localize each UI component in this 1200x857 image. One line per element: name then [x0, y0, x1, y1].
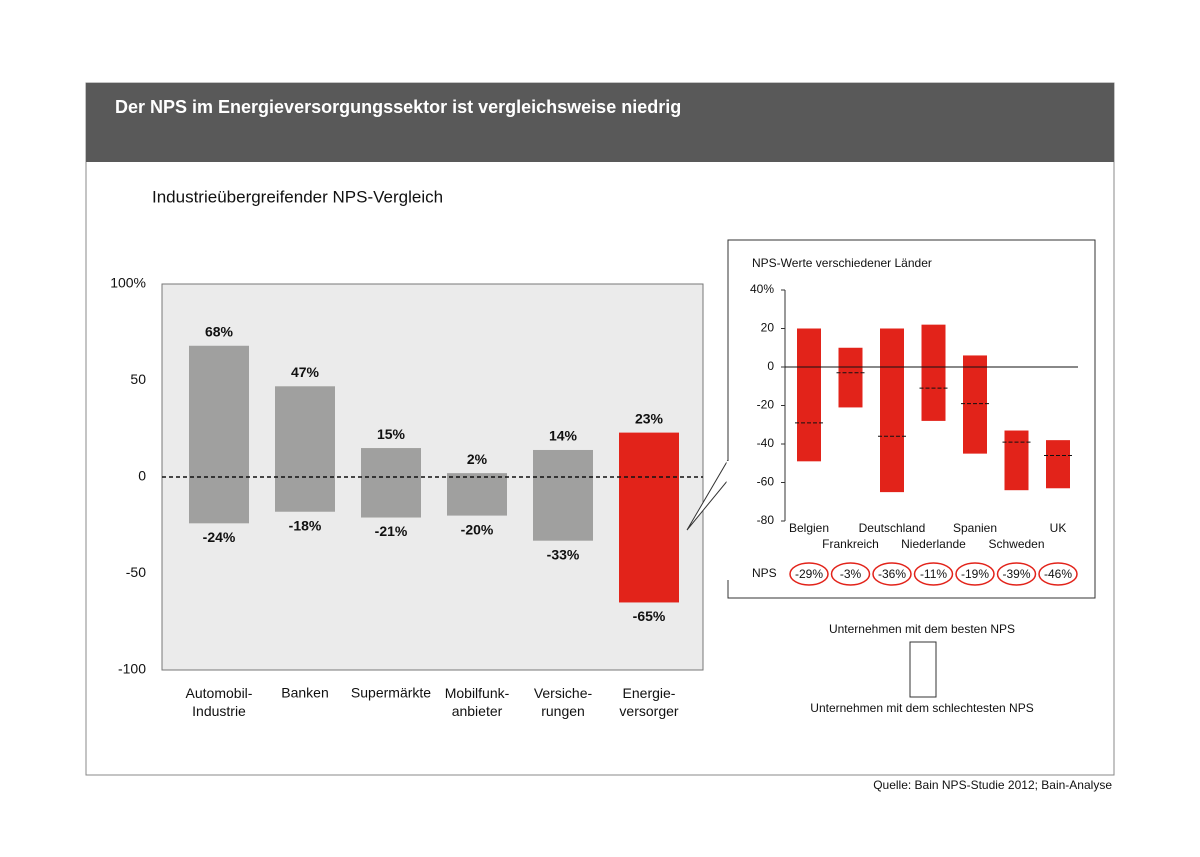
legend-worst: Unternehmen mit dem schlechtesten NPS: [810, 701, 1033, 715]
bar: [838, 347, 863, 408]
y-tick-label: -100: [118, 661, 146, 677]
bar: [189, 345, 249, 524]
value-label: 2%: [467, 451, 488, 467]
nps-label: -46%: [1044, 567, 1072, 581]
x-tick-label: Belgien: [789, 521, 829, 535]
source: Quelle: Bain NPS-Studie 2012; Bain-Analy…: [873, 778, 1112, 792]
nps-circle: [830, 562, 871, 586]
callout-pointer: [686, 458, 729, 598]
bar: [880, 328, 904, 493]
value-label: -18%: [289, 517, 322, 533]
x-tick-label: Spanien: [953, 521, 997, 535]
x-tick-label: Schweden: [988, 537, 1044, 551]
y-tick-label: 0: [767, 359, 774, 373]
nps-circle: [872, 562, 912, 586]
x-tick-label: Energie-versorger: [619, 685, 678, 719]
legend-box: [909, 641, 937, 698]
y-tick-label: -60: [757, 475, 775, 489]
bar: [1046, 440, 1070, 489]
value-label: 23%: [635, 410, 664, 426]
y-tick-label: -40: [757, 436, 775, 450]
nps-circle: [1038, 562, 1078, 586]
value-label: -33%: [547, 546, 580, 562]
y-tick-label: -20: [757, 398, 775, 412]
nps-circle: [955, 562, 995, 586]
inset-title: NPS-Werte verschiedener Länder: [752, 256, 932, 270]
value-label: -21%: [375, 523, 408, 539]
y-tick-label: 0: [138, 468, 146, 484]
legend-best: Unternehmen mit dem besten NPS: [829, 622, 1015, 636]
nps-circle: [996, 562, 1037, 586]
bar: [275, 386, 335, 512]
nps-circle: [913, 562, 954, 586]
value-label: 68%: [205, 323, 234, 339]
bar: [1004, 430, 1029, 491]
bar: [447, 473, 507, 516]
nps-label: -36%: [878, 567, 906, 581]
nps-label: -29%: [795, 567, 823, 581]
page-title: Der NPS im Energieversorgungssektor ist …: [115, 97, 681, 117]
x-tick-label: Automobil-Industrie: [186, 685, 253, 719]
value-label: -24%: [203, 529, 236, 545]
nps-label: -19%: [961, 567, 989, 581]
value-label: 47%: [291, 364, 320, 380]
y-tick-label: 20: [761, 321, 775, 335]
inset-frame: [727, 239, 1096, 599]
nps-label: -39%: [1002, 567, 1030, 581]
header-bar: [86, 83, 1114, 162]
y-tick-label: -80: [757, 513, 775, 527]
bar: [963, 355, 987, 454]
y-tick-label: 40%: [750, 282, 774, 296]
y-tick-label: 50: [130, 371, 146, 387]
nps-label: -11%: [920, 567, 947, 581]
value-label: -20%: [461, 521, 494, 537]
nps-row-label: NPS: [752, 566, 777, 580]
x-tick-label: Niederlande: [901, 537, 966, 551]
value-label: 14%: [549, 428, 578, 444]
value-label: 15%: [377, 426, 406, 442]
x-tick-label: Frankreich: [822, 537, 879, 551]
bar: [619, 432, 679, 603]
bar: [797, 328, 821, 462]
y-tick-label: -50: [126, 564, 146, 580]
y-tick-label: 100%: [110, 275, 146, 291]
x-tick-label: Banken: [281, 685, 328, 701]
nps-circle: [789, 562, 829, 586]
bar: [921, 324, 946, 421]
x-tick-label: Supermärkte: [351, 685, 431, 701]
nps-label: -3%: [840, 567, 862, 581]
x-tick-label: Deutschland: [859, 521, 926, 535]
x-tick-label: Mobilfunk-anbieter: [445, 685, 510, 719]
bar: [361, 448, 421, 518]
value-label: -65%: [633, 608, 666, 624]
x-tick-label: Versiche-rungen: [534, 685, 593, 719]
x-tick-label: UK: [1050, 521, 1067, 535]
bar: [533, 449, 593, 541]
chart-title: Industrieübergreifender NPS-Vergleich: [152, 187, 443, 206]
